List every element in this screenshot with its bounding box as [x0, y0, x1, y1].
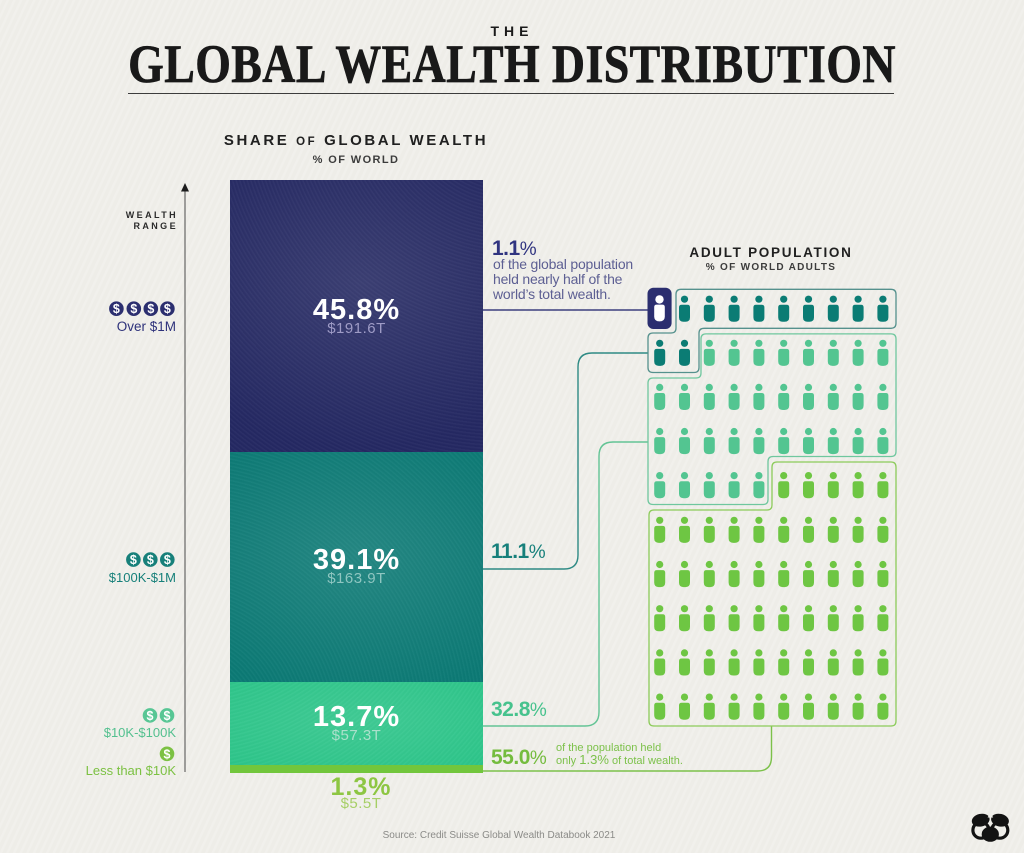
- svg-text:$: $: [130, 553, 137, 567]
- svg-text:$: $: [164, 302, 171, 316]
- svg-text:$: $: [147, 709, 154, 723]
- svg-text:$: $: [164, 553, 171, 567]
- svg-text:$: $: [113, 302, 120, 316]
- svg-text:$: $: [147, 302, 154, 316]
- svg-text:$: $: [147, 553, 154, 567]
- svg-text:$: $: [130, 302, 137, 316]
- svg-text:$: $: [164, 747, 171, 761]
- svg-text:$: $: [164, 709, 171, 723]
